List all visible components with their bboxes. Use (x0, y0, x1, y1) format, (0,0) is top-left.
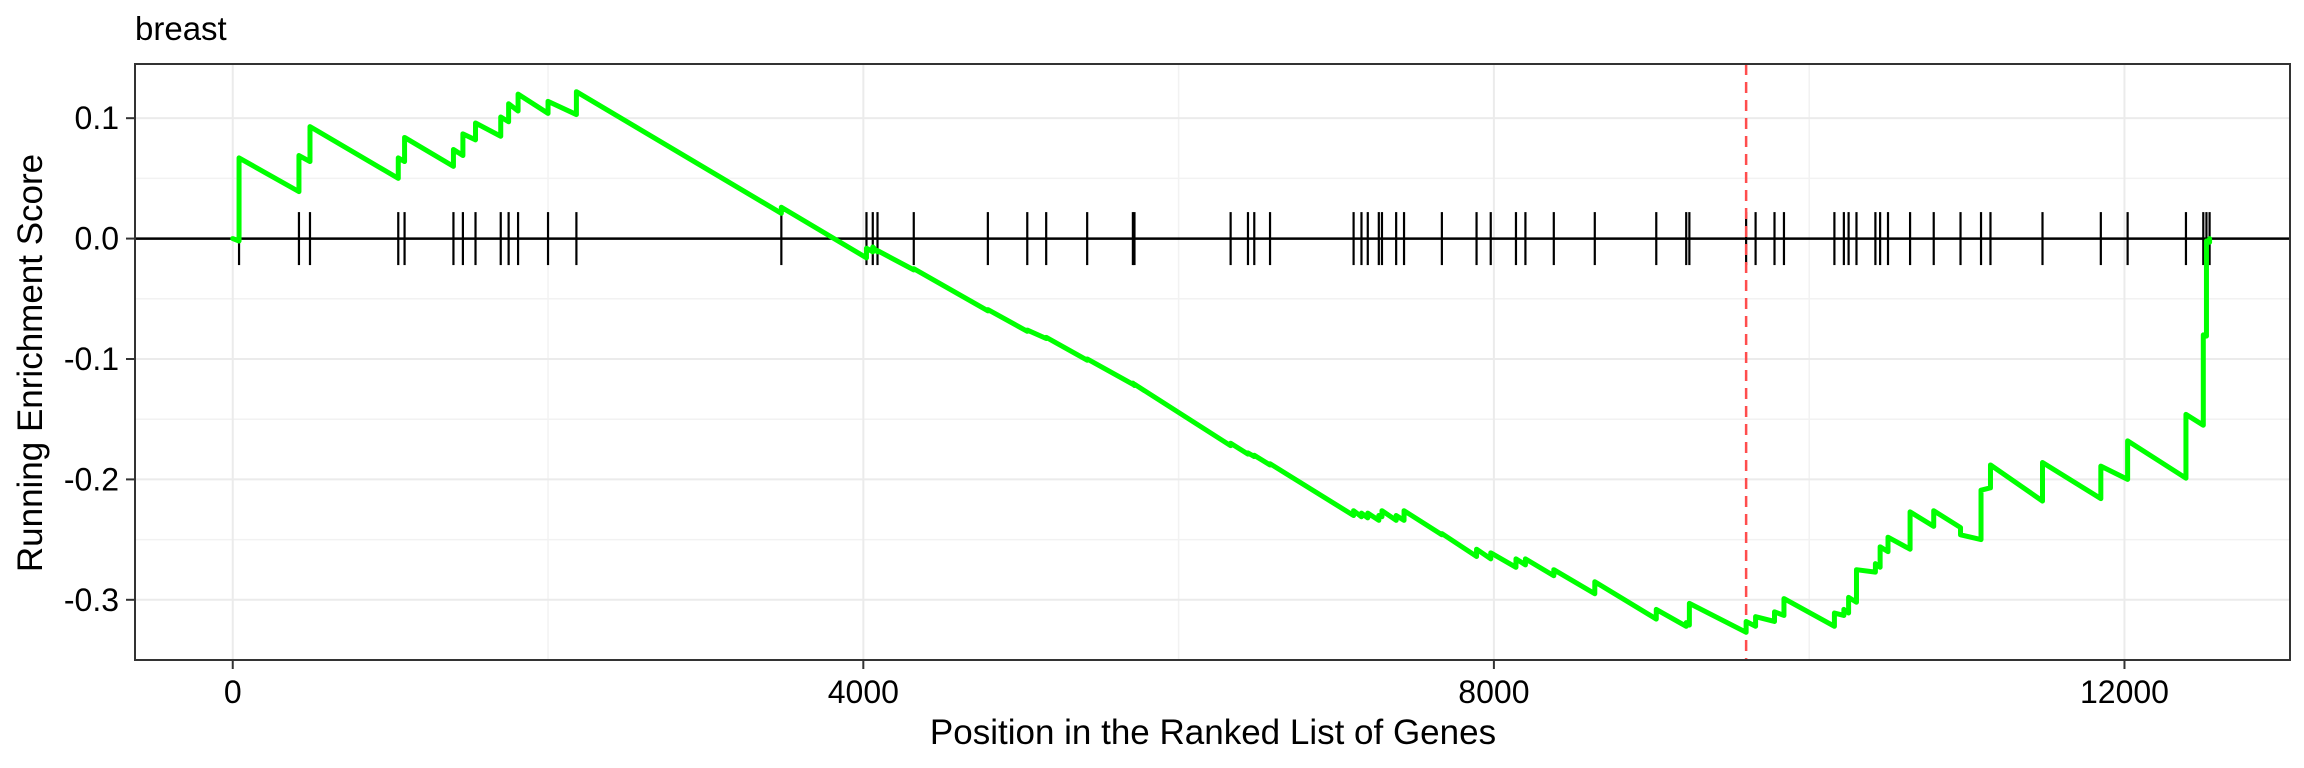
panel-border (134, 63, 2291, 661)
chart-title: breast (135, 10, 227, 47)
y-axis-title: Running Enrichment Score (11, 154, 50, 572)
y-tick-label: 0.0 (75, 221, 119, 257)
y-tick-label: 0.1 (75, 100, 119, 136)
y-tick-label: -0.3 (64, 582, 119, 618)
x-tick-label: 8000 (1458, 674, 1529, 710)
y-tick-label: -0.1 (64, 341, 119, 377)
x-tick-label: 12000 (2080, 674, 2169, 710)
plot-area: 0 4000 8000 12000 0.1 0.0 -0.1 -0.2 -0.3 (64, 63, 2291, 710)
x-axis-title: Position in the Ranked List of Genes (930, 713, 1496, 752)
x-tick-label: 4000 (828, 674, 899, 710)
enrichment-score-line (230, 89, 2213, 635)
x-tick-label: 0 (224, 674, 242, 710)
panel-background (135, 64, 2290, 660)
y-tick-label: -0.2 (64, 461, 119, 497)
